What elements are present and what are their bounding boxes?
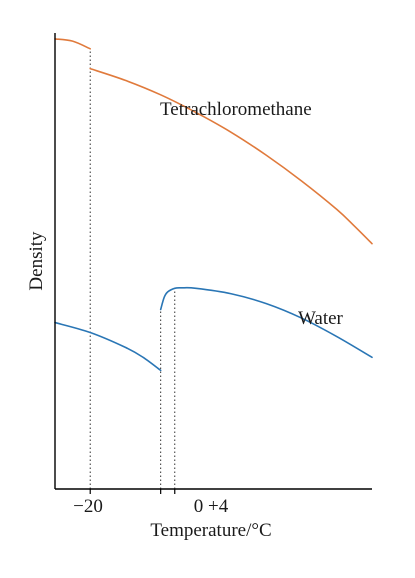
guide-lines [89,48,176,489]
y-axis-label: Density [26,231,47,291]
series-line-water-segment-2 [159,286,373,359]
series-line-water-segment-1 [54,321,162,372]
x-axis-label: Temperature/°C [150,520,271,541]
series-lines [54,38,373,372]
series-label-water: Water [298,308,344,329]
x-ticks [89,489,176,494]
tick-label-0-plus-4: 0 +4 [194,496,229,517]
series-line-tetrachloromethane-segment-1 [54,38,92,50]
series-label-tetrachloromethane: Tetrachloromethane [160,99,312,120]
tick-label-minus-20: −20 [73,496,103,517]
series-line-tetrachloromethane-segment-2 [89,67,373,245]
